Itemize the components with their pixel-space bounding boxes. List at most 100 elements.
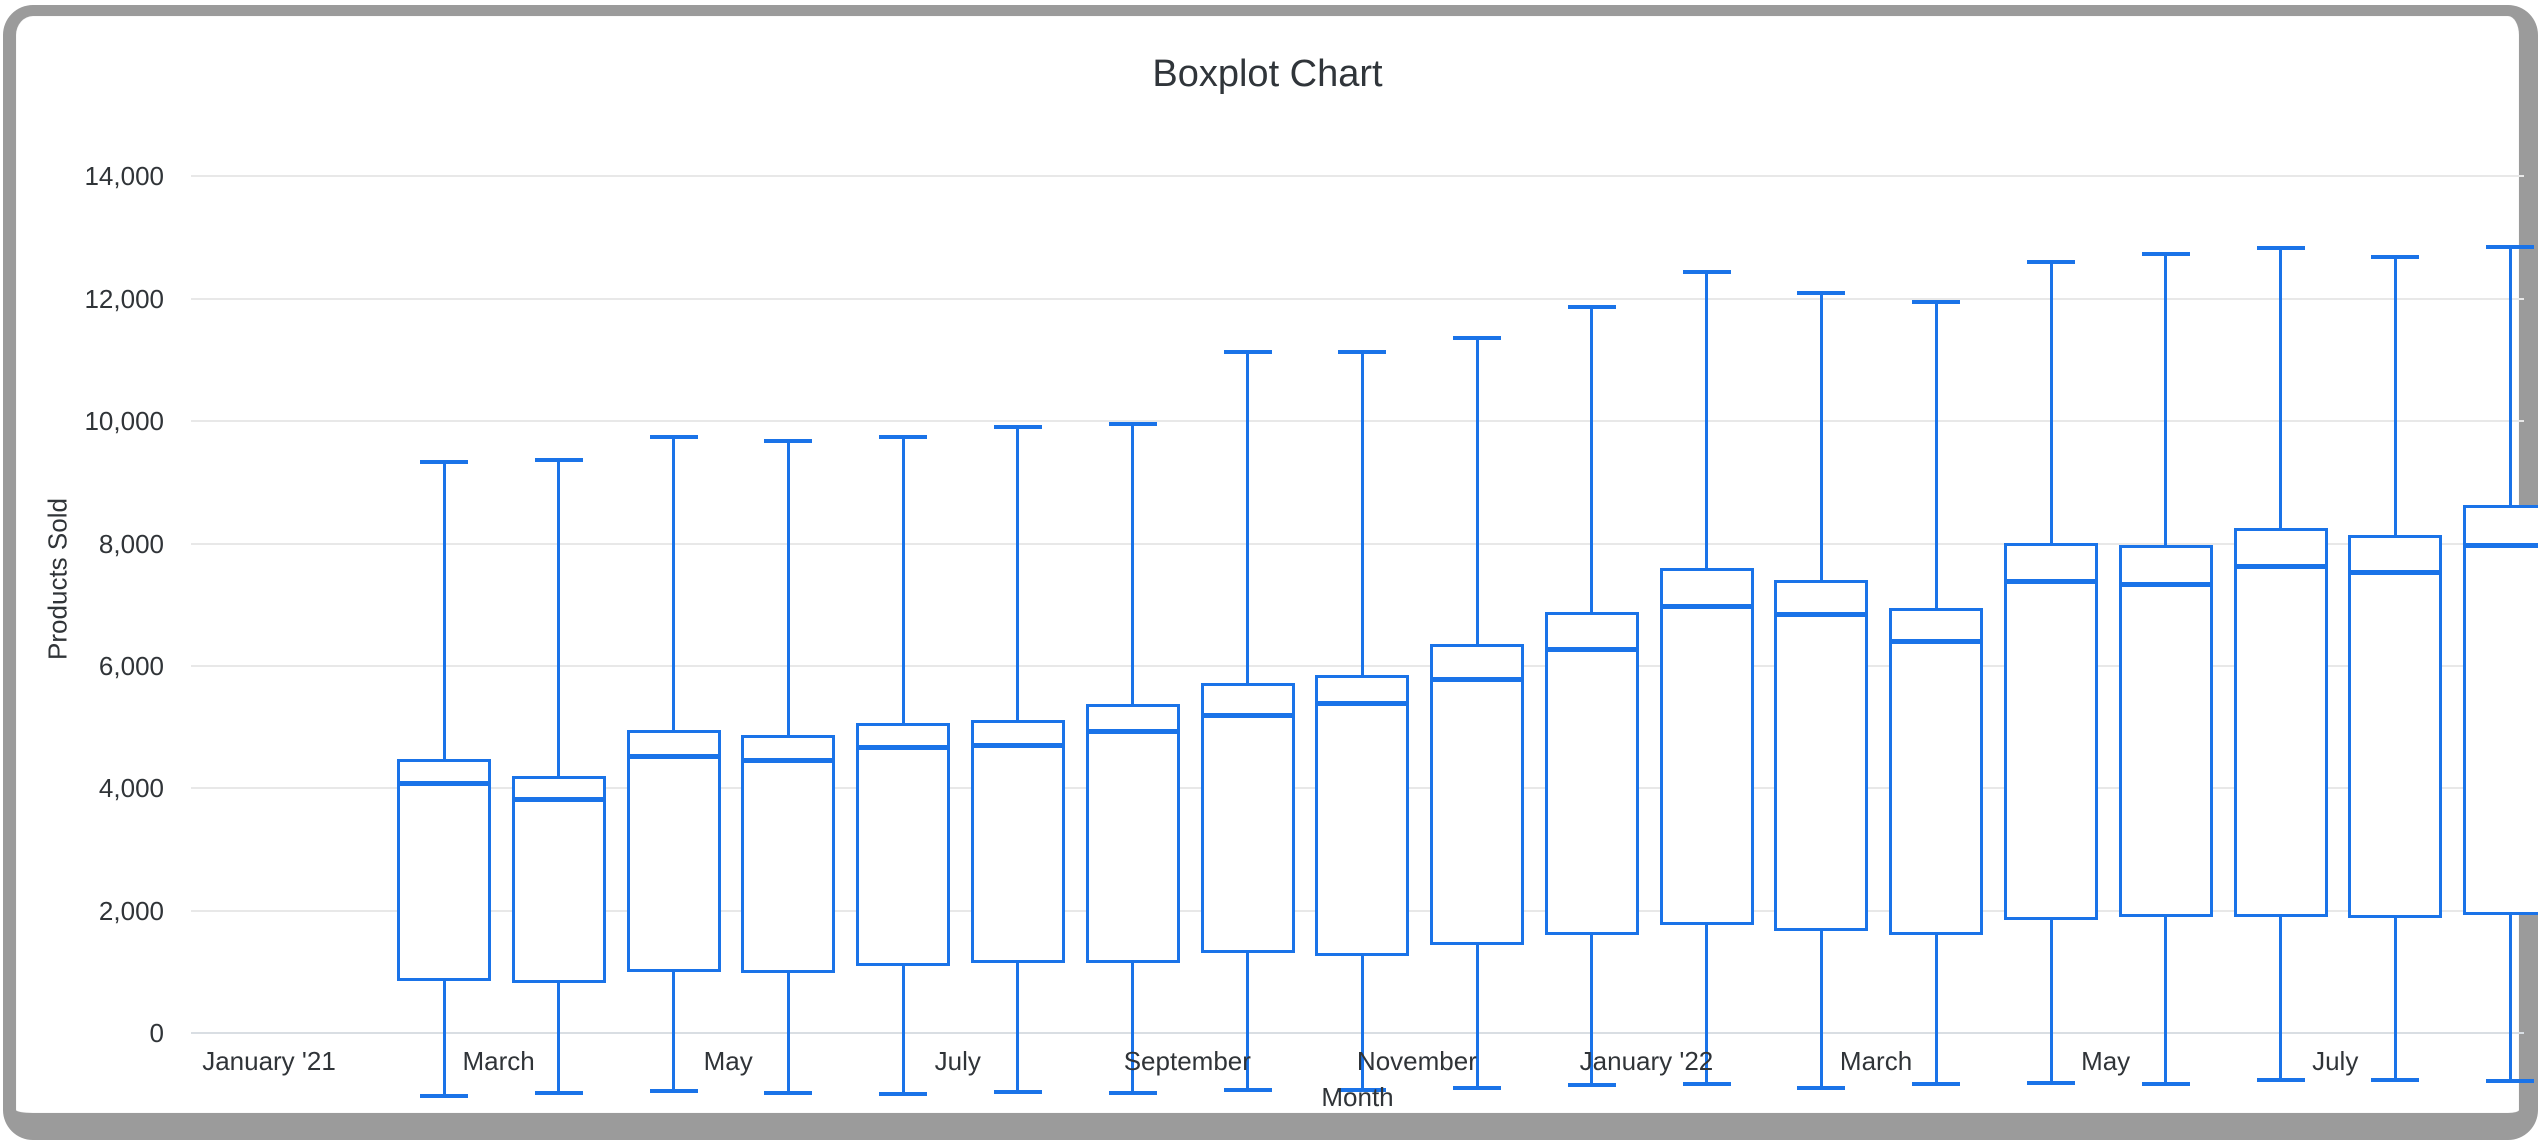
x-tick-label-may-slot4: May bbox=[703, 1046, 753, 1076]
boxplot-may-21[interactable] bbox=[856, 435, 951, 1096]
whisker-cap-bottom bbox=[1108, 1091, 1157, 1096]
whisker-line-bottom bbox=[2508, 914, 2512, 1082]
whisker-cap-bottom bbox=[993, 1090, 1042, 1095]
whisker-line-top bbox=[1590, 306, 1594, 613]
whisker-cap-bottom bbox=[1338, 1087, 1387, 1092]
whisker-line-top bbox=[1016, 427, 1020, 721]
whisker-line-bottom bbox=[1475, 944, 1479, 1088]
median-line bbox=[2348, 569, 2443, 575]
y-tick-label-8000: 8,000 bbox=[98, 528, 164, 559]
y-tick-label-14000: 14,000 bbox=[84, 161, 164, 192]
whisker-line-bottom bbox=[2279, 916, 2283, 1080]
whisker-line-bottom bbox=[2049, 919, 2053, 1083]
y-tick-label-2000: 2,000 bbox=[98, 895, 164, 926]
iqr-box bbox=[1659, 568, 1754, 926]
whisker-line-top bbox=[1131, 424, 1135, 705]
boxplot-may-22[interactable] bbox=[2233, 245, 2328, 1083]
median-line bbox=[2118, 581, 2213, 587]
iqr-box bbox=[2004, 542, 2099, 920]
whisker-line-bottom bbox=[1819, 931, 1823, 1088]
whisker-cap-bottom bbox=[420, 1094, 468, 1099]
whisker-line-bottom bbox=[1016, 963, 1020, 1093]
median-line bbox=[1889, 639, 1984, 645]
chart-frame: Boxplot Chart Products Sold 0 2,000 4,000 6… bbox=[3, 5, 2538, 1140]
boxplot-march-21[interactable] bbox=[626, 435, 721, 1094]
gridline-8000 bbox=[191, 542, 2524, 545]
whisker-line-top bbox=[1819, 292, 1823, 581]
y-tick-label-4000: 4,000 bbox=[98, 773, 164, 804]
whisker-line-top bbox=[1934, 301, 1938, 608]
median-line bbox=[1659, 603, 1754, 609]
whisker-line-top bbox=[2393, 257, 2397, 535]
boxplot-february-21[interactable] bbox=[511, 458, 606, 1096]
y-axis-title-text: Products Sold bbox=[42, 498, 73, 660]
whisker-cap-bottom bbox=[879, 1091, 928, 1096]
boxplot-september-21[interactable] bbox=[1315, 349, 1410, 1093]
iqr-box bbox=[1315, 674, 1410, 957]
whisker-line-top bbox=[1246, 352, 1250, 684]
boxplot-june-21[interactable] bbox=[970, 425, 1065, 1095]
whisker-line-bottom bbox=[1360, 956, 1364, 1090]
iqr-box bbox=[856, 723, 951, 967]
iqr-box bbox=[1200, 683, 1295, 953]
whisker-cap-bottom bbox=[1912, 1082, 1961, 1087]
boxplot-august-21[interactable] bbox=[1200, 350, 1295, 1093]
whisker-line-bottom bbox=[1934, 935, 1938, 1085]
gridline-6000 bbox=[191, 664, 2524, 667]
iqr-box bbox=[511, 775, 606, 984]
x-tick-label-january-22-slot12: January '22 bbox=[1579, 1046, 1714, 1076]
whisker-cap-bottom bbox=[1453, 1085, 1502, 1090]
median-line bbox=[626, 753, 721, 759]
median-line bbox=[741, 758, 836, 763]
boxplot-february-22[interactable] bbox=[1889, 299, 1984, 1087]
whisker-line-top bbox=[2164, 253, 2168, 546]
iqr-box bbox=[1430, 644, 1525, 945]
whisker-line-top bbox=[672, 437, 676, 730]
whisker-line-top bbox=[442, 461, 446, 759]
x-tick-label-september-slot8: September bbox=[1123, 1046, 1251, 1076]
median-line bbox=[511, 796, 606, 802]
median-line bbox=[2463, 542, 2538, 548]
boxplot-november-21[interactable] bbox=[1544, 304, 1639, 1089]
boxplot-january-21[interactable] bbox=[397, 459, 491, 1099]
boxplot-july-22[interactable] bbox=[2463, 245, 2538, 1084]
boxplot-june-22[interactable] bbox=[2348, 255, 2443, 1083]
whisker-line-top bbox=[1705, 272, 1709, 569]
plot-area bbox=[191, 121, 2538, 1099]
boxplot-april-22[interactable] bbox=[2118, 251, 2213, 1087]
boxplot-december-21[interactable] bbox=[1659, 270, 1754, 1087]
whisker-line-bottom bbox=[786, 973, 790, 1093]
whisker-cap-bottom bbox=[1567, 1083, 1616, 1088]
iqr-box bbox=[626, 729, 721, 973]
boxplot-march-22[interactable] bbox=[2004, 259, 2099, 1086]
x-tick-label-march-slot2: March bbox=[462, 1046, 535, 1076]
median-line bbox=[1430, 676, 1525, 682]
boxplot-january-22[interactable] bbox=[1774, 290, 1869, 1091]
x-tick-label-may-slot16: May bbox=[2081, 1046, 2131, 1076]
boxplot-july-21[interactable] bbox=[1085, 422, 1180, 1096]
whisker-line-bottom bbox=[901, 966, 905, 1094]
y-tick-label-12000: 12,000 bbox=[84, 283, 164, 314]
whisker-line-top bbox=[1360, 351, 1364, 675]
whisker-line-top bbox=[1475, 337, 1479, 645]
boxplot-october-21[interactable] bbox=[1430, 335, 1525, 1091]
median-line bbox=[970, 743, 1065, 749]
whisker-cap-bottom bbox=[649, 1089, 698, 1094]
whisker-cap-bottom bbox=[2027, 1080, 2076, 1085]
median-line bbox=[1085, 728, 1180, 734]
iqr-box bbox=[2233, 528, 2328, 917]
whisker-line-top bbox=[557, 460, 561, 776]
y-tick-label-10000: 10,000 bbox=[84, 406, 164, 437]
median-line bbox=[1774, 612, 1869, 618]
whisker-line-top bbox=[901, 437, 905, 724]
iqr-box bbox=[1889, 607, 1984, 936]
boxplot-april-21[interactable] bbox=[741, 439, 836, 1096]
whisker-cap-bottom bbox=[1223, 1088, 1272, 1093]
whisker-line-bottom bbox=[672, 972, 676, 1092]
iqr-box bbox=[1544, 612, 1639, 936]
median-line bbox=[2004, 578, 2099, 584]
whisker-line-top bbox=[786, 441, 790, 735]
iqr-box bbox=[970, 720, 1065, 964]
whisker-line-bottom bbox=[1131, 963, 1135, 1094]
median-line bbox=[856, 745, 951, 751]
